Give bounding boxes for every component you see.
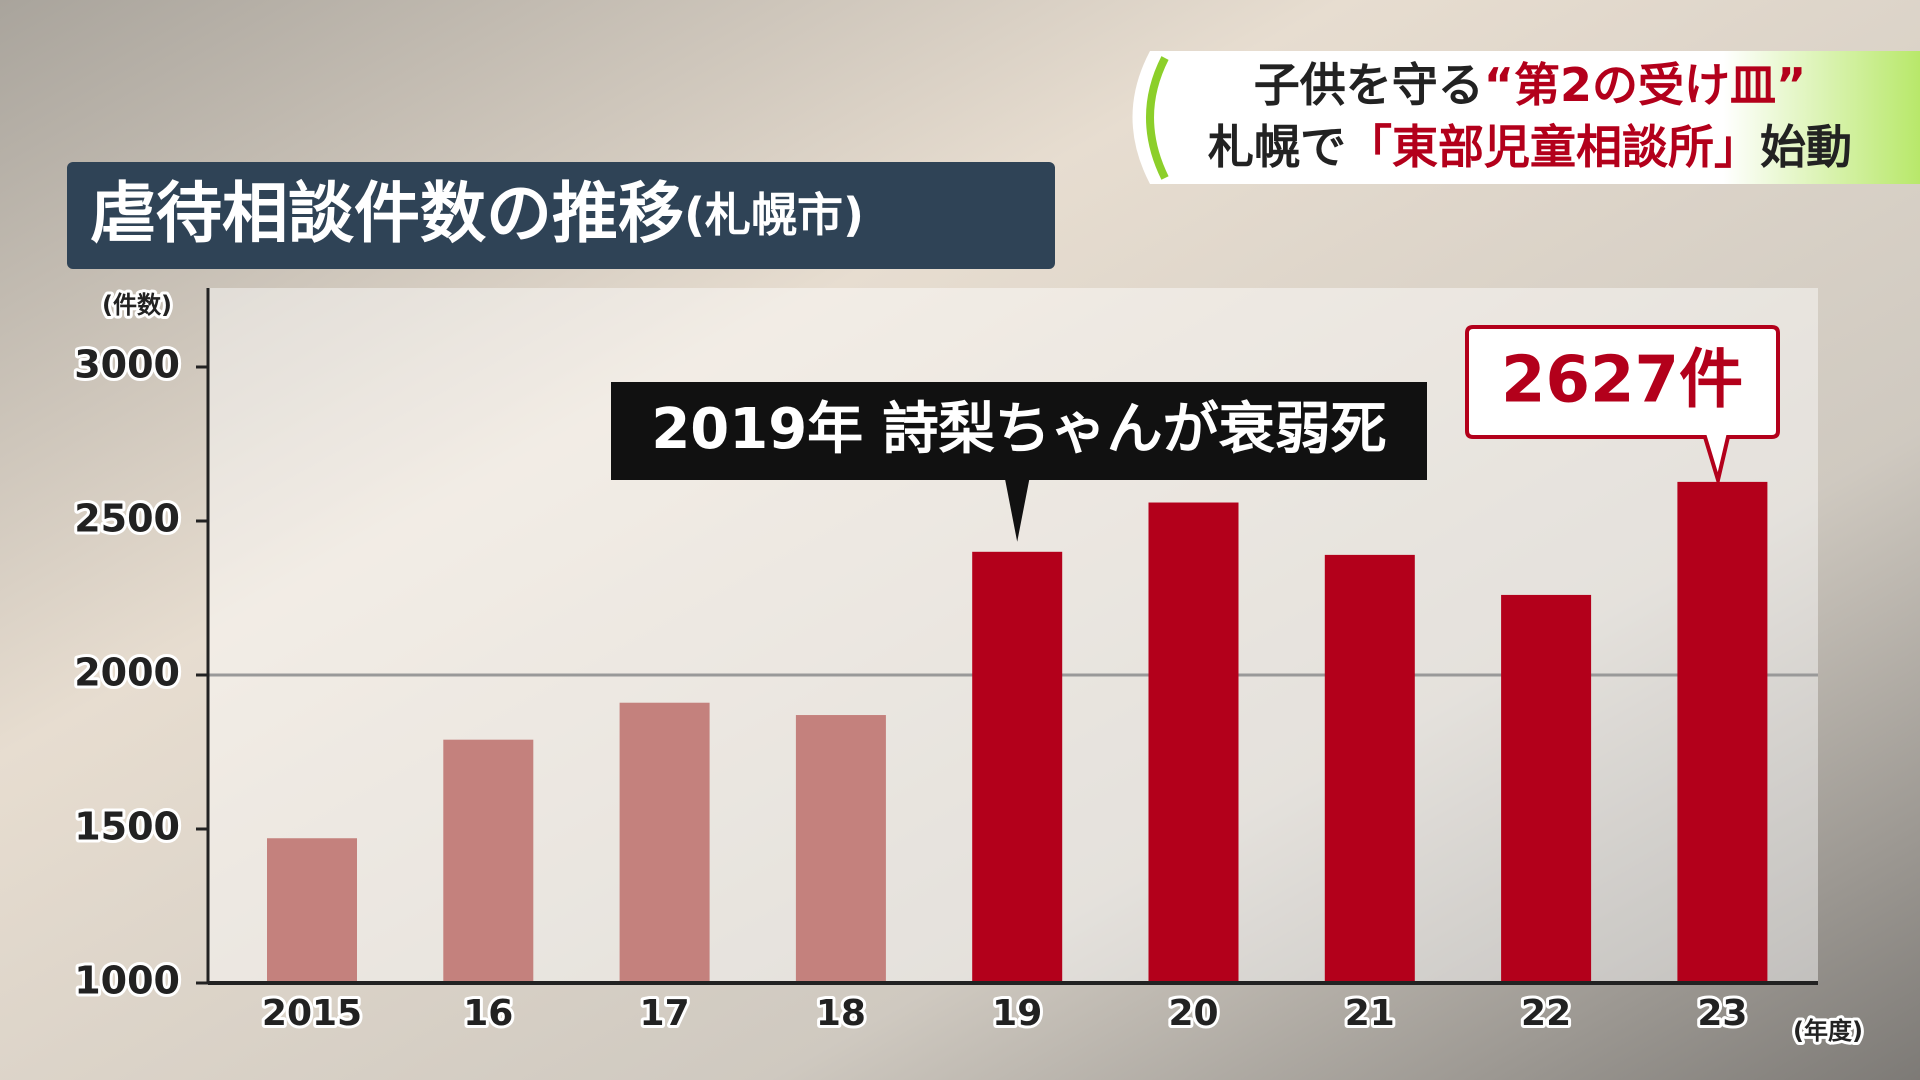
bar: [795, 715, 886, 983]
headline-segment: 子供を守る: [1254, 58, 1484, 112]
title-box: [67, 162, 1055, 269]
y-tick-label: 1000: [74, 959, 180, 1003]
value-label: 2627件: [1501, 344, 1743, 418]
bar: [267, 838, 357, 983]
headline-accent: [1146, 56, 1169, 180]
headline-segment: 「東部児童相談所」: [1346, 120, 1760, 174]
x-tick-label: 18: [816, 993, 866, 1034]
x-axis-label: (年度): [1793, 1017, 1863, 1045]
x-tick-label: 22: [1521, 993, 1571, 1034]
y-tick-label: 1500: [74, 805, 180, 849]
bar: [1148, 502, 1239, 983]
annotation-box: [611, 382, 1427, 542]
value-callout: [1465, 325, 1780, 488]
headline-segment: 始動: [1760, 120, 1852, 174]
headline-box: [1132, 51, 1920, 184]
x-tick-label: 16: [463, 993, 513, 1034]
bar: [972, 551, 1063, 983]
annotation: 2019年 詩梨ちゃんが衰弱死: [651, 397, 1386, 462]
headline-segment: “第2の受け皿”: [1484, 58, 1806, 112]
bar: [1501, 594, 1592, 983]
headline: 子供を守る“第2の受け皿” 札幌で「東部児童相談所」始動: [1132, 51, 1920, 184]
chart-title: 虐待相談件数の推移(札幌市): [90, 175, 864, 252]
x-tick-label: 21: [1345, 993, 1395, 1034]
headline-segment: 札幌で: [1208, 120, 1346, 174]
y-tick-label: 2000: [74, 651, 180, 695]
x-tick-label: 20: [1168, 993, 1218, 1034]
headline-line: 札幌で「東部児童相談所」始動: [1208, 120, 1852, 174]
bar: [619, 702, 710, 983]
x-tick-label: 17: [640, 993, 690, 1034]
bar: [1677, 481, 1768, 983]
headline-line: 子供を守る“第2の受け皿”: [1254, 58, 1806, 112]
bar: [1324, 554, 1415, 983]
x-tick-label: 23: [1697, 993, 1747, 1034]
x-tick-label: 2015: [262, 993, 362, 1034]
x-tick-label: 19: [992, 993, 1042, 1034]
y-tick-label: 2500: [74, 497, 180, 541]
y-axis-label: (件数): [102, 291, 172, 319]
bar: [443, 739, 534, 983]
y-tick-label: 3000: [74, 343, 180, 387]
